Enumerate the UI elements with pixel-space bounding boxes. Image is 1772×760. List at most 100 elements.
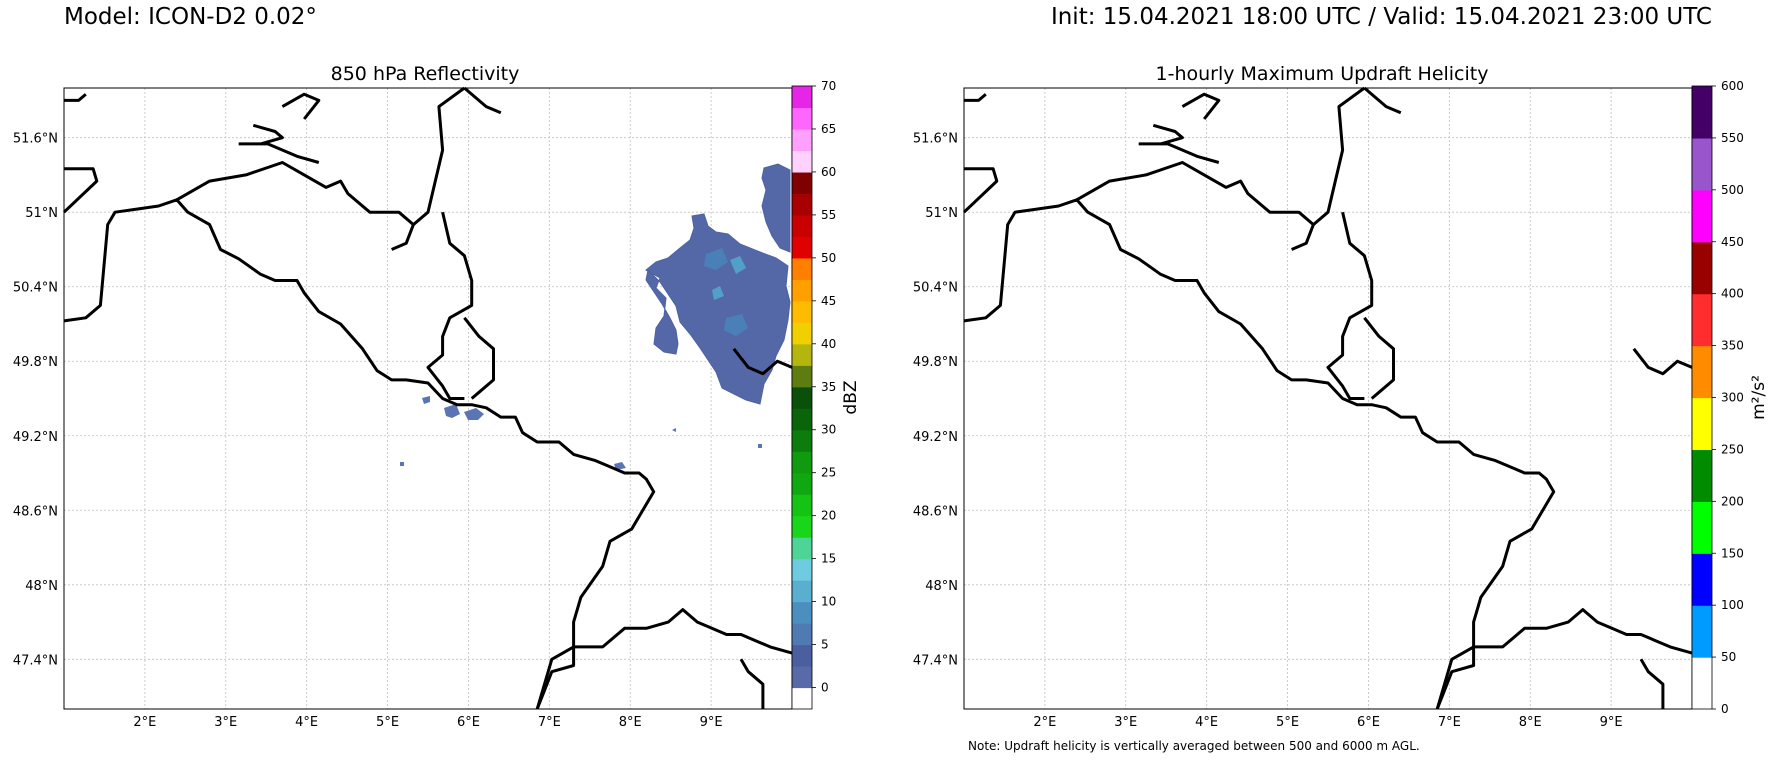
colorbar-segment	[792, 322, 812, 345]
colorbar-tick-label: 10	[821, 595, 836, 609]
axis-ticks: 2°E 3°E 4°E 5°E 6°E 7°E 8°E 9°E 51.6°N 51°N 50.4°N…	[13, 132, 723, 730]
colorbar-tick-label: 40	[821, 337, 836, 351]
border-line	[238, 142, 320, 164]
lon-tick-label: 4°E	[1195, 715, 1218, 730]
colorbar-segment	[792, 687, 812, 710]
echo-dot-3	[672, 428, 676, 432]
lat-tick-label: 49.8°N	[913, 355, 958, 370]
echo-core-4	[712, 286, 724, 300]
colorbar-segment	[792, 343, 812, 366]
lat-tick-label: 48°N	[925, 579, 958, 594]
model-title: Model: ICON-D2 0.02°	[64, 4, 317, 30]
border-line	[412, 86, 466, 226]
colorbar-tick-label: 5	[821, 638, 829, 652]
colorbar-tick-label: 0	[821, 681, 829, 695]
colorbar-segment	[1692, 449, 1712, 502]
colorbar-segment	[792, 623, 812, 646]
init-valid-title: Init: 15.04.2021 18:00 UTC / Valid: 15.0…	[1050, 4, 1712, 30]
lat-tick-label: 48.6°N	[13, 504, 58, 519]
colorbar-tick-label: 50	[1721, 650, 1736, 664]
lat-tick-label: 50.4°N	[13, 281, 58, 296]
lon-tick-label: 6°E	[1357, 715, 1380, 730]
border-line	[963, 198, 1556, 710]
lat-tick-label: 48.6°N	[913, 504, 958, 519]
colorbar-segment	[1692, 189, 1712, 243]
lon-tick-label: 9°E	[700, 715, 723, 730]
colorbar-tick-label: 25	[821, 466, 836, 480]
lon-tick-label: 7°E	[1438, 715, 1461, 730]
lon-tick-label: 3°E	[214, 715, 237, 730]
colorbar-segment	[1692, 657, 1712, 710]
colorbar-tick-label: 0	[1721, 702, 1729, 716]
colorbar-tick-label: 15	[821, 552, 836, 566]
axis-ticks: 2°E 3°E 4°E 5°E 6°E 7°E 8°E 9°E 51.6°N 51°N 50.4°N…	[913, 132, 1623, 730]
lat-tick-label: 50.4°N	[913, 281, 958, 296]
colorbar-segment	[1692, 293, 1712, 347]
colorbar-segment	[792, 86, 812, 109]
colorbar-segment	[792, 408, 812, 431]
border-line	[964, 93, 987, 102]
colorbar-tick-label: 100	[1721, 598, 1744, 612]
border-line	[62, 167, 99, 214]
colorbar-tick-label: 250	[1721, 442, 1744, 456]
border-line	[739, 658, 765, 709]
colorbar-tick-label: 400	[1721, 287, 1744, 301]
lon-tick-label: 2°E	[1033, 715, 1056, 730]
echo-dot-1	[422, 396, 430, 404]
country-borders	[62, 86, 793, 710]
colorbar-segment	[792, 236, 812, 259]
helicity-panel-title: 1-hourly Maximum Updraft Helicity	[1155, 63, 1489, 85]
lat-tick-label: 51.6°N	[13, 132, 58, 147]
lat-tick-label: 49.8°N	[13, 355, 58, 370]
lon-tick-label: 4°E	[295, 715, 318, 730]
helicity-map: 2°E 3°E 4°E 5°E 6°E 7°E 8°E 9°E 51.6°N 51°N 50.4°N…	[913, 79, 1769, 730]
echo-cluster-east	[645, 213, 791, 405]
colorbar-segment	[792, 666, 812, 689]
country-borders	[962, 86, 1693, 710]
colorbar-segment	[792, 300, 812, 323]
colorbar-segment	[792, 107, 812, 130]
colorbar-segment	[1692, 345, 1712, 399]
lat-tick-label: 49.2°N	[13, 430, 58, 445]
border-line	[463, 86, 502, 115]
colorbar-segment	[1692, 86, 1712, 139]
border-line	[962, 167, 999, 214]
colorbar-segment	[792, 386, 812, 409]
echo-core-3	[730, 256, 746, 274]
reflectivity-colorbar: 0 5 10 15 20 25 30 35 40 45 50 55 60 65 70 dBZ	[791, 79, 861, 710]
border-line	[1076, 161, 1315, 251]
border-line	[1639, 658, 1665, 709]
border-line	[1326, 211, 1374, 400]
colorbar-tick-label: 500	[1721, 183, 1744, 197]
lon-tick-label: 5°E	[376, 715, 399, 730]
echo-cluster-northeast	[761, 163, 791, 253]
lon-tick-label: 3°E	[1114, 715, 1137, 730]
lon-tick-label: 9°E	[1600, 715, 1623, 730]
colorbar-segment	[792, 257, 812, 280]
colorbar-label: m²/s²	[1749, 375, 1769, 420]
colorbar-tick-label: 200	[1721, 494, 1744, 508]
lat-tick-label: 47.4°N	[913, 653, 958, 668]
border-line	[426, 211, 474, 400]
colorbar-segment	[792, 451, 812, 474]
lat-tick-label: 48°N	[25, 579, 58, 594]
border-line	[463, 316, 495, 400]
lat-tick-label: 47.4°N	[13, 653, 58, 668]
echo-small-west	[444, 404, 460, 418]
colorbar-segment	[792, 558, 812, 581]
colorbar-tick-label: 50	[821, 251, 836, 265]
colorbar-segment	[792, 601, 812, 624]
border-line	[535, 608, 793, 710]
lat-tick-label: 51°N	[925, 206, 958, 221]
colorbar-tick-label: 45	[821, 294, 836, 308]
colorbar-segment	[792, 279, 812, 302]
colorbar-tick-label: 150	[1721, 546, 1744, 560]
lon-tick-label: 8°E	[619, 715, 642, 730]
border-line	[1632, 347, 1693, 376]
colorbar-tick-label: 350	[1721, 339, 1744, 353]
colorbar-segment	[792, 537, 812, 560]
colorbar-tick-label: 450	[1721, 235, 1744, 249]
border-line	[1363, 86, 1402, 115]
border-line	[1435, 608, 1693, 710]
echo-core-2	[724, 314, 748, 336]
